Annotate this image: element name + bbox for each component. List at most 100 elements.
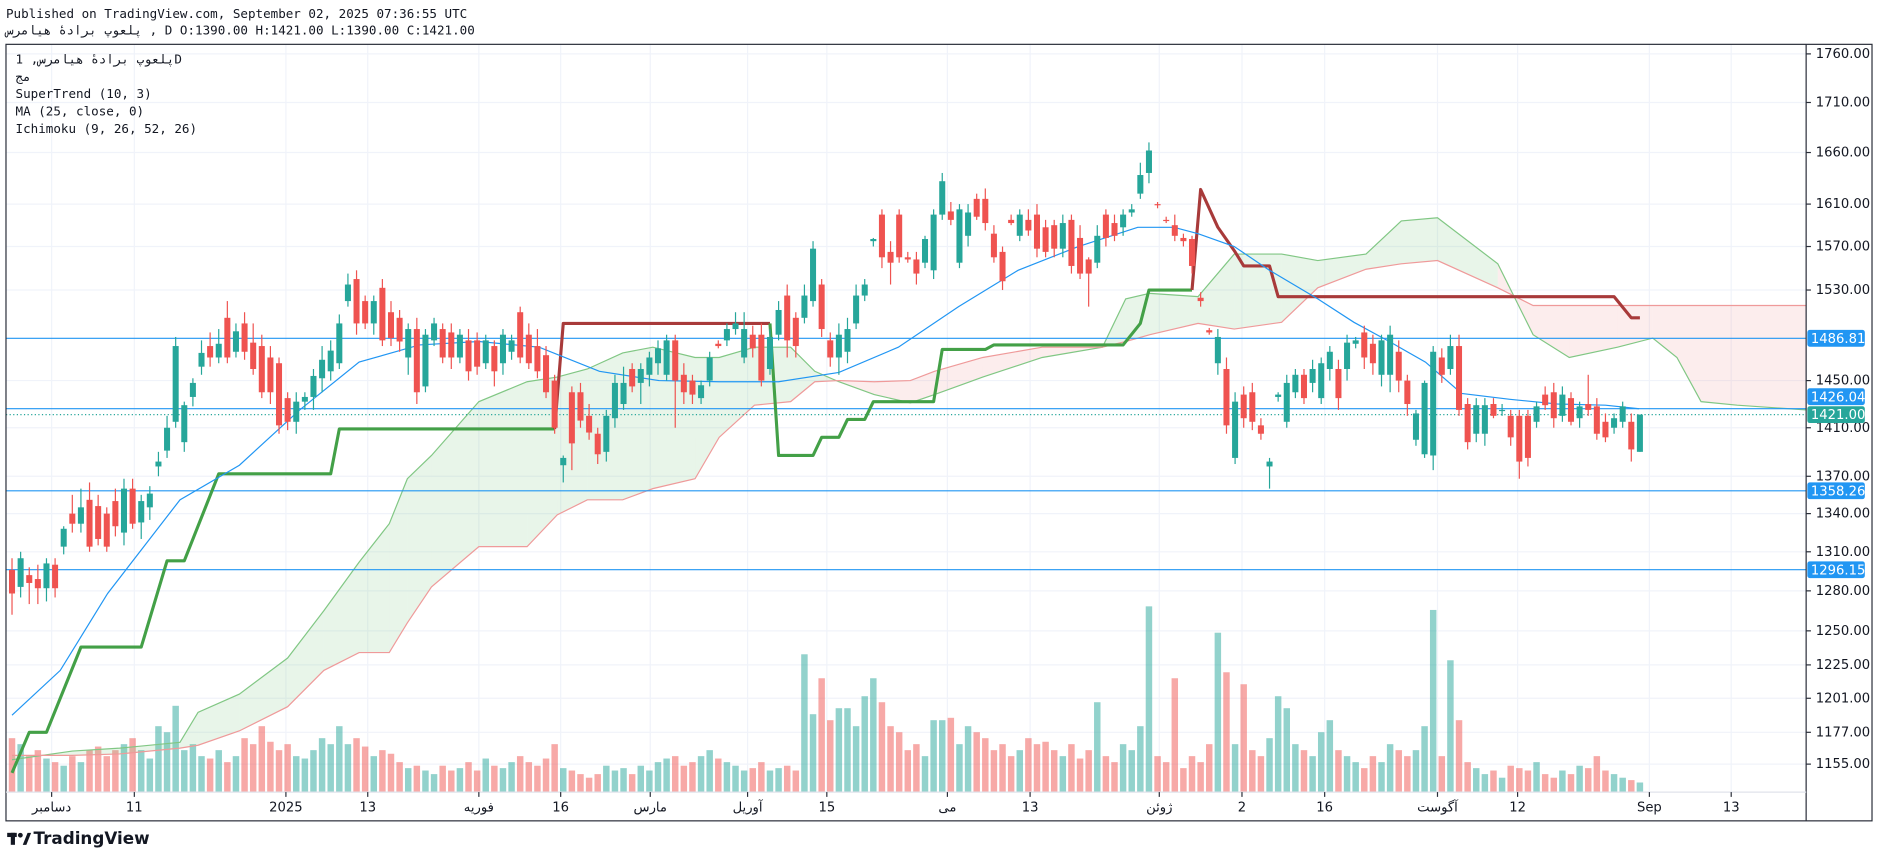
volume-bar xyxy=(775,768,782,793)
volume-bar xyxy=(809,714,817,793)
y-tick-label: 1155.00 xyxy=(1816,757,1870,772)
volume-bar xyxy=(94,746,102,793)
candle-body xyxy=(1593,406,1600,434)
volume-bar xyxy=(1507,765,1514,793)
y-tick-label: 1225.00 xyxy=(1816,658,1870,673)
candle-body xyxy=(232,331,239,352)
volume-bar xyxy=(301,758,309,793)
candle-body xyxy=(1266,461,1273,467)
volume-bar xyxy=(1550,777,1558,793)
published-note: Published on TradingView.com, September … xyxy=(6,6,467,21)
volume-bar xyxy=(525,762,533,793)
candle-body xyxy=(835,334,842,358)
level-label: 1486.81 xyxy=(1811,332,1865,347)
volume-bar xyxy=(482,758,489,793)
candle-body xyxy=(1008,219,1015,224)
volume-bar xyxy=(646,770,653,793)
candle-body xyxy=(276,363,283,426)
level-label: 1296.15 xyxy=(1811,563,1865,578)
legend-title: مج xyxy=(16,69,31,85)
candle-body xyxy=(215,343,222,358)
y-tick-label: 1660.00 xyxy=(1816,146,1870,161)
cloud-fill xyxy=(1234,254,1282,330)
candle-body xyxy=(1154,204,1161,206)
volume-bar xyxy=(1076,758,1084,793)
volume-bar xyxy=(1317,732,1325,793)
candle-body xyxy=(1473,405,1480,434)
volume-bar xyxy=(1223,672,1230,793)
volume-bar xyxy=(60,765,67,793)
candle-body xyxy=(758,334,765,381)
candle-body xyxy=(965,212,972,236)
candle-body xyxy=(775,309,782,335)
volume-bar xyxy=(1473,768,1480,793)
candle-body xyxy=(1163,219,1170,222)
volume-bar xyxy=(396,762,403,793)
candle-body xyxy=(1249,392,1256,422)
candle-body xyxy=(939,181,946,215)
candle-body xyxy=(887,251,894,263)
candle-body xyxy=(207,346,214,358)
candle-body xyxy=(241,323,248,352)
volume-bar xyxy=(1283,708,1290,793)
volume-bar xyxy=(1533,762,1540,793)
volume-bar xyxy=(232,756,240,793)
candle-body xyxy=(586,415,593,433)
candle-body xyxy=(499,334,506,364)
candle-body xyxy=(1102,214,1109,238)
volume-bar xyxy=(663,758,670,793)
volume-bar xyxy=(568,770,576,793)
candle-body xyxy=(1145,150,1152,173)
volume-bar xyxy=(8,738,16,793)
volume-bar xyxy=(689,762,696,793)
candle-body xyxy=(680,374,687,393)
cloud-fill xyxy=(1617,305,1653,348)
cloud-fill xyxy=(431,401,479,587)
x-tick-label: آگوست xyxy=(1417,799,1459,816)
candle-body xyxy=(1085,259,1092,274)
candle-body xyxy=(1059,223,1066,249)
candle-body xyxy=(921,239,929,263)
cloud-fill xyxy=(527,377,558,547)
candle-body xyxy=(34,579,41,589)
x-tick-label: ژوئن xyxy=(1146,801,1172,816)
candle-body xyxy=(52,564,59,589)
volume-bar xyxy=(1584,768,1592,793)
volume-bar xyxy=(189,744,197,793)
candle-body xyxy=(543,355,550,393)
candle-body xyxy=(103,513,110,547)
volume-bar xyxy=(1516,768,1523,793)
volume-bar xyxy=(206,758,214,793)
y-tick-label: 1710.00 xyxy=(1816,95,1870,110)
candle-body xyxy=(1421,382,1428,455)
candle-body xyxy=(818,284,825,330)
candle-body xyxy=(706,357,713,381)
y-tick-label: 1410.00 xyxy=(1816,421,1870,436)
level-label: 1421.00 xyxy=(1811,408,1865,423)
candle-body xyxy=(672,340,679,381)
candle-body xyxy=(405,329,412,358)
candle-body xyxy=(947,211,954,220)
y-tick-label: 1370.00 xyxy=(1816,469,1870,484)
candle-body xyxy=(327,350,334,372)
candle-body xyxy=(431,323,438,341)
candle-body xyxy=(766,336,773,369)
volume-bar xyxy=(1274,696,1282,793)
volume-bar xyxy=(1429,609,1437,793)
candle-body xyxy=(1369,343,1376,364)
candle-body xyxy=(551,380,558,428)
volume-bar xyxy=(1145,606,1153,793)
volume-bar xyxy=(1404,756,1411,793)
candle-body xyxy=(1232,401,1239,458)
volume-bar xyxy=(844,708,851,793)
cloud-fill xyxy=(982,347,1043,378)
candle-body xyxy=(69,513,76,524)
volume-bar xyxy=(861,696,868,793)
volume-bar xyxy=(1033,744,1041,793)
candle-body xyxy=(1619,406,1626,422)
x-tick-label: مارس xyxy=(634,801,667,816)
cloud-fill xyxy=(287,610,324,707)
candle-body xyxy=(525,334,532,364)
volume-bar xyxy=(818,678,825,793)
